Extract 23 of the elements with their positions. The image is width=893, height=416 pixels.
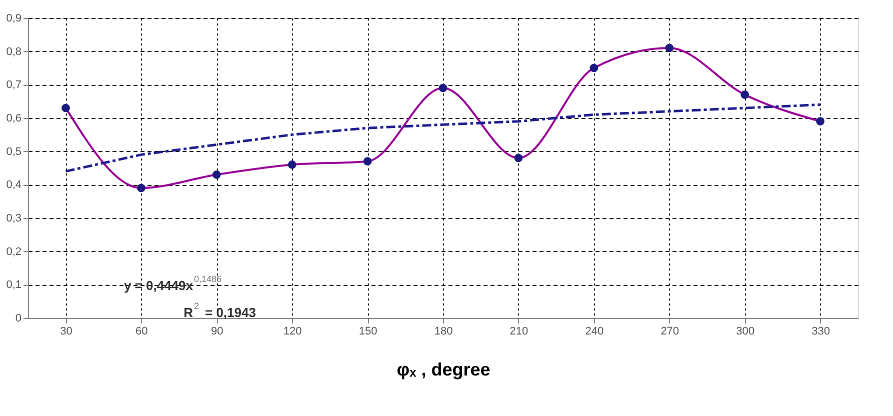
x-tick-label: 60	[136, 326, 148, 338]
line-series	[64, 103, 822, 173]
x-tick-label: 150	[358, 326, 378, 338]
y-tick-label: 0,9	[6, 12, 22, 24]
y-tick-label: 0,2	[6, 246, 22, 258]
x-tick-label: 270	[660, 326, 680, 338]
y-tick-label: 0,6	[6, 112, 22, 124]
y-tick-label: 0,5	[6, 146, 22, 158]
y-tick-label: 0,3	[6, 212, 22, 224]
x-tick-label: 300	[736, 326, 754, 338]
x-tick-label: 330	[812, 326, 830, 338]
x-axis-title: φₓ , degree	[396, 360, 490, 380]
x-tick-label: 210	[510, 326, 528, 338]
x-tick-label: 120	[283, 326, 302, 338]
y-tick-label: 0,4	[6, 179, 22, 192]
y-tick-label: 0,8	[6, 46, 22, 58]
y-tick-label: 0,1	[6, 279, 22, 292]
x-tick-label: 90	[211, 326, 224, 338]
x-tick-label: 30	[60, 326, 72, 338]
x-tick-label: 180	[434, 326, 453, 338]
y-tick-label: 0,7	[6, 79, 22, 92]
y-tick-label: 0	[15, 312, 22, 324]
x-tick-label: 240	[585, 326, 604, 338]
